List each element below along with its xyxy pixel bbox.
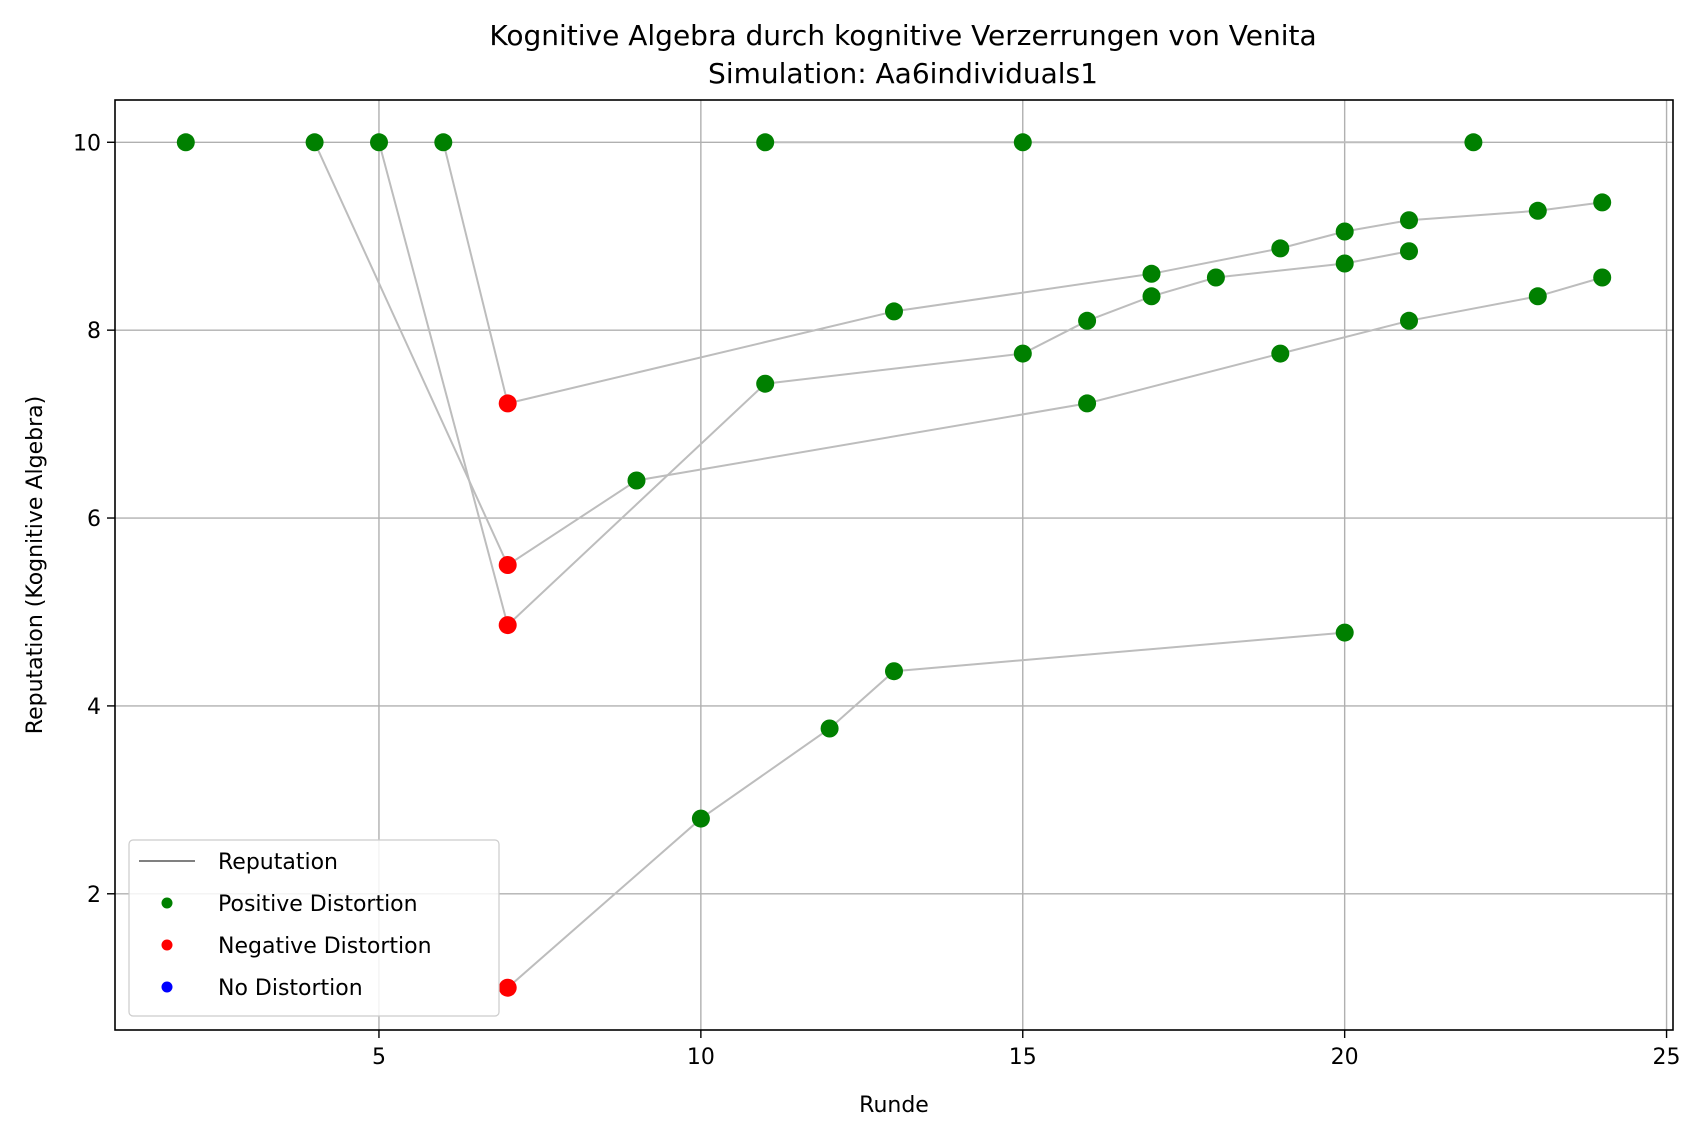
y-axis-label: Reputation (Kognitive Algebra): [23, 396, 48, 734]
data-point-positive: [1271, 239, 1290, 258]
data-point-positive: [370, 133, 388, 152]
data-point-positive: [885, 302, 903, 321]
x-tick-label: 10: [687, 1045, 715, 1070]
data-points: [176, 133, 1612, 997]
data-point-positive: [1335, 623, 1354, 642]
data-point-positive: [1528, 201, 1547, 220]
data-point-positive: [1013, 344, 1032, 363]
data-point-negative: [498, 978, 517, 997]
data-point-positive: [820, 719, 839, 738]
legend: Reputation Positive Distortion Negative …: [128, 839, 500, 1017]
legend-label-reputation: Reputation: [218, 850, 338, 875]
legend-marker-none: [161, 981, 173, 993]
data-point-positive: [1271, 344, 1290, 363]
chart-subtitle: Simulation: Aa6individuals1: [708, 57, 1098, 90]
data-point-positive: [627, 471, 646, 490]
x-tick-label: 20: [1331, 1045, 1359, 1070]
y-tick-label: 6: [87, 507, 101, 532]
plot-frame: [114, 99, 1674, 1031]
data-point-positive: [1206, 268, 1225, 287]
data-point-positive: [1078, 394, 1097, 413]
data-point-positive: [1400, 211, 1418, 230]
x-tick-label: 5: [372, 1045, 386, 1070]
data-point-positive: [1400, 311, 1418, 330]
data-point-positive: [1335, 254, 1354, 273]
data-point-positive: [1142, 264, 1161, 283]
data-point-positive: [1593, 268, 1612, 287]
data-point-positive: [1335, 222, 1354, 241]
y-axis-ticks: 2 4 6 8 10: [73, 131, 115, 908]
data-point-positive: [176, 133, 195, 152]
data-point-positive: [1464, 133, 1483, 152]
legend-marker-negative: [161, 939, 173, 951]
data-point-positive: [1528, 287, 1547, 306]
data-point-negative: [498, 616, 517, 635]
legend-box: [128, 839, 500, 1017]
data-point-positive: [1078, 311, 1097, 330]
data-point-positive: [1593, 193, 1612, 212]
data-point-positive: [691, 809, 710, 828]
y-tick-label: 4: [87, 695, 101, 720]
x-axis-label: Runde: [859, 1093, 929, 1118]
data-point-positive: [1400, 242, 1418, 261]
y-tick-label: 2: [87, 883, 101, 908]
y-tick-label: 10: [73, 131, 101, 156]
legend-label-positive: Positive Distortion: [218, 892, 418, 917]
reputation-line-2: [313, 141, 1603, 567]
data-point-negative: [498, 394, 517, 413]
data-point-positive: [756, 133, 775, 152]
legend-label-negative: Negative Distortion: [218, 934, 432, 959]
legend-marker-positive: [161, 897, 173, 909]
legend-label-none: No Distortion: [218, 976, 363, 1001]
data-point-negative: [498, 556, 517, 574]
data-point-positive: [305, 133, 324, 152]
x-tick-label: 15: [1009, 1045, 1037, 1070]
data-point-positive: [1142, 287, 1161, 306]
chart-title: Kognitive Algebra durch kognitive Verzer…: [489, 19, 1316, 52]
x-axis-ticks: 5 10 15 20 25: [372, 1030, 1681, 1070]
y-tick-label: 8: [87, 319, 101, 344]
data-point-positive: [434, 133, 453, 152]
data-point-positive: [885, 662, 903, 681]
data-point-positive: [756, 374, 775, 393]
x-tick-label: 25: [1653, 1045, 1681, 1070]
data-point-positive: [1013, 133, 1032, 152]
